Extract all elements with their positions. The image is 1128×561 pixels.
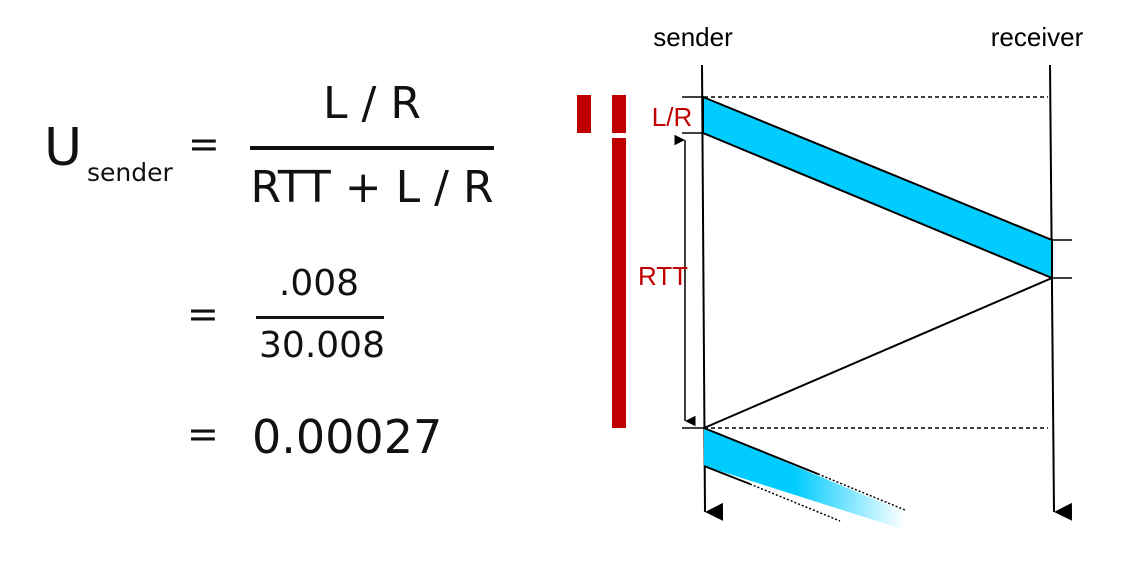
fraction2-bar <box>256 316 384 319</box>
next-packet-edge-top <box>703 427 819 475</box>
equals-sign-2: = <box>187 292 219 336</box>
utilization-result: 0.00027 <box>252 410 443 464</box>
next-packet-band <box>704 428 905 530</box>
packet-transmission-band <box>702 95 1053 280</box>
fraction1-numerator: L / R <box>323 78 421 129</box>
utilization-subscript: sender <box>87 158 173 187</box>
sender-label: sender <box>653 22 733 52</box>
tall-red-bar-top <box>612 95 626 133</box>
fraction1-bar <box>250 146 494 150</box>
equals-sign-3: = <box>187 412 219 456</box>
fraction1-denominator: RTT + L / R <box>250 162 494 213</box>
short-red-bar <box>577 95 591 133</box>
receiver-timeline <box>1049 64 1073 521</box>
equals-sign-1: = <box>188 122 220 166</box>
fraction2-denominator: 30.008 <box>259 325 385 366</box>
fraction2-numerator: .008 <box>278 263 360 304</box>
next-packet-edge-bottom-dotted <box>749 483 841 522</box>
lr-label: L/R <box>652 102 692 132</box>
utilization-symbol: U <box>44 118 83 178</box>
next-packet-edge-bottom <box>703 465 751 485</box>
tall-red-bar-rtt <box>612 138 626 428</box>
rtt-label: RTT <box>638 261 688 291</box>
receiver-label: receiver <box>991 22 1084 52</box>
ack-line <box>703 277 1053 429</box>
